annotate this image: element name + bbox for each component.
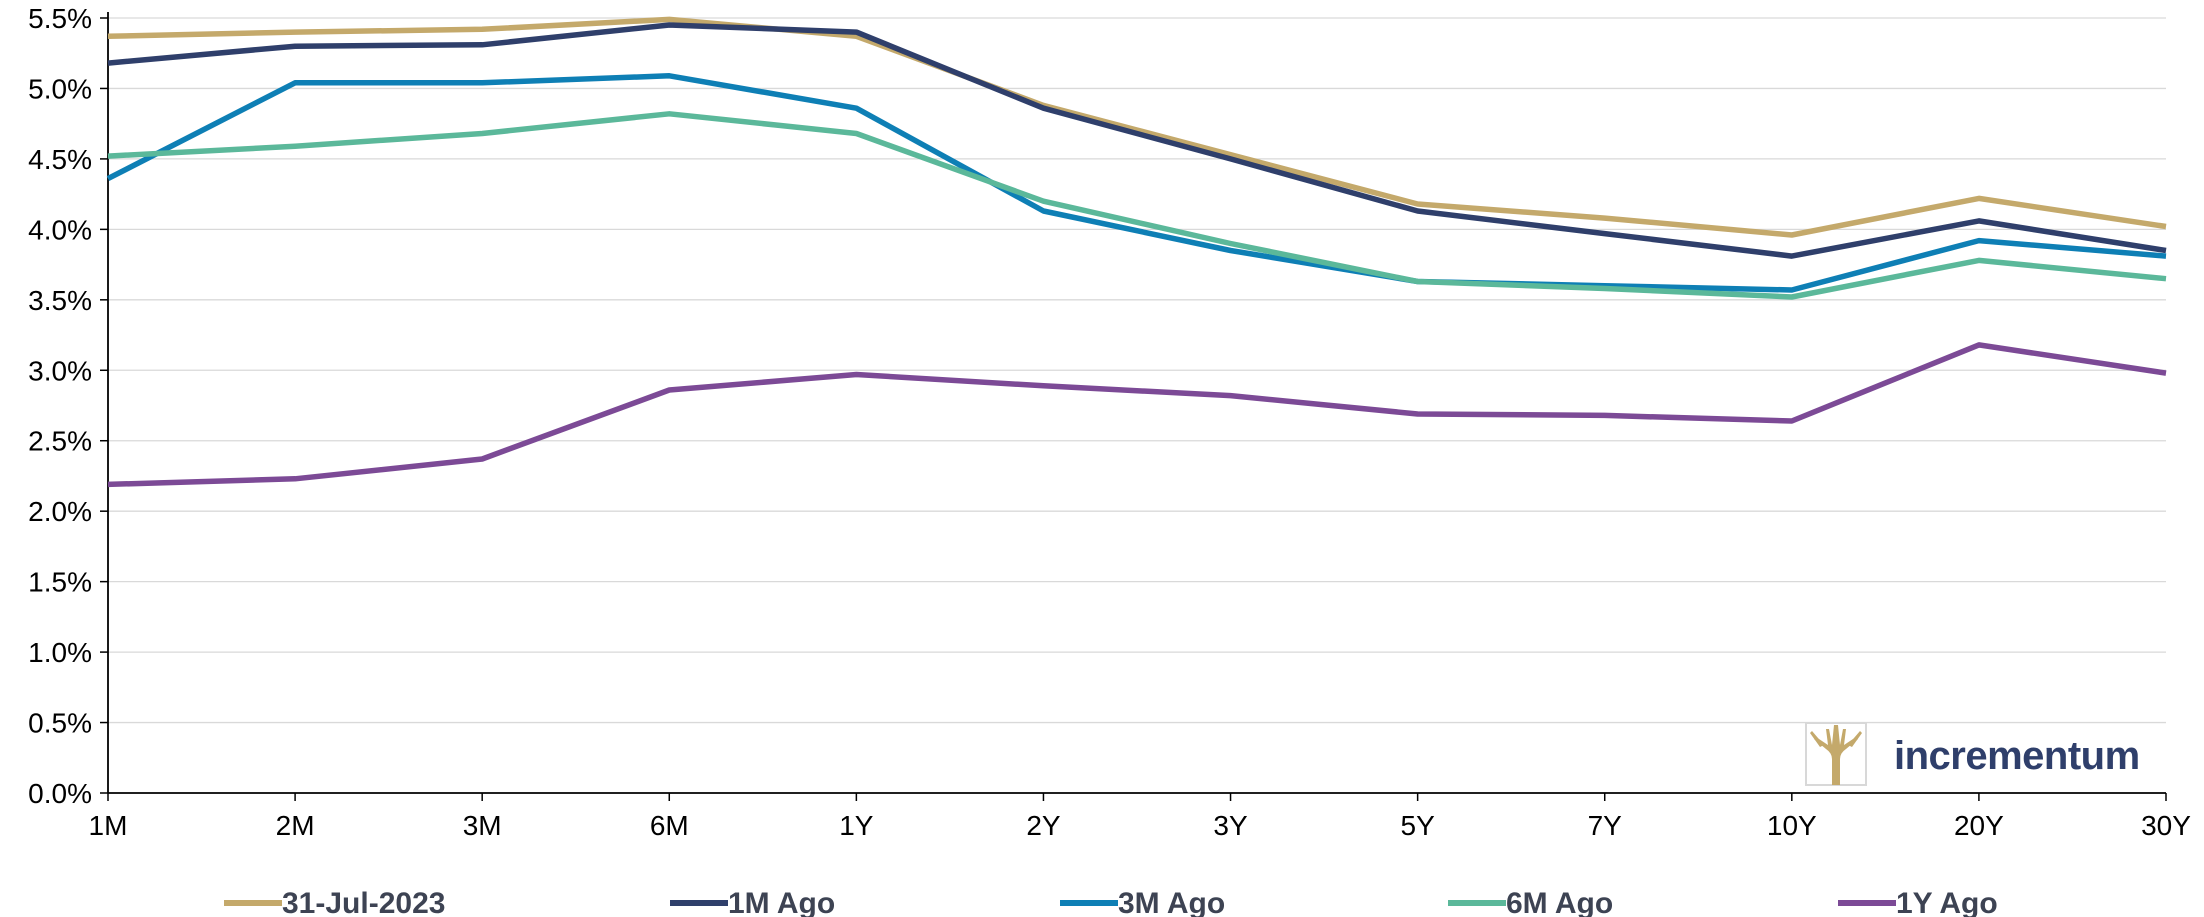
x-tick-label: 5Y [1401,810,1436,841]
axes: 0.0% 0.5% 1.0% 1.5% 2.0% 2.5% 3.0% 3.5% 4.0% 4.5%… [28,3,2191,841]
legend-label: 31-Jul-2023 [282,887,445,917]
y-tick-label: 4.0% [28,214,92,245]
legend-item: 1Y Ago [1838,887,1998,917]
tree-logo-icon [1805,722,1867,786]
y-tick-label: 1.5% [28,567,92,598]
legend-item: 31-Jul-2023 [224,887,445,917]
series-line-6m-ago [107,111,2167,300]
y-tick-label: 3.0% [28,355,92,386]
y-tick-label: 4.5% [28,144,92,175]
y-tick-label: 5.5% [28,3,92,34]
legend-item: 6M Ago [1448,887,1613,917]
legend-label: 1Y Ago [1896,887,1998,917]
x-tick-label: 3Y [1213,810,1248,841]
incrementum-logo: incrementum [1805,722,2140,786]
legend-label: 6M Ago [1506,887,1613,917]
y-tick-label: 3.5% [28,285,92,316]
y-tick-label: 2.0% [28,496,92,527]
x-tick-label: 30Y [2141,810,2191,841]
x-tick-label: 3M [463,810,502,841]
x-tick-label: 20Y [1954,810,2004,841]
x-tick-label: 2Y [1026,810,1061,841]
x-tick-label: 7Y [1588,810,1623,841]
legend-label: 1M Ago [728,887,835,917]
series-line-1y-ago [107,342,2167,488]
x-tick-label: 6M [650,810,689,841]
legend-item: 1M Ago [670,887,835,917]
series-line-31-jul-2023 [107,16,2167,238]
logo-text: incrementum [1894,734,2140,778]
x-tick-label: 1Y [839,810,874,841]
legend-item: 3M Ago [1060,887,1225,917]
x-tick-label: 1M [89,810,128,841]
series-line-3m-ago [106,73,2167,293]
y-tick-label: 5.0% [28,73,92,104]
y-tick-label: 0.0% [28,778,92,809]
y-tick-label: 2.5% [28,426,92,457]
series-lines [106,16,2167,488]
y-tick-label: 1.0% [28,637,92,668]
legend: 31-Jul-2023 1M Ago 3M Ago 6M Ago 1Y Ago [224,887,1998,917]
series-line-1m-ago [107,22,2167,259]
y-tick-label: 0.5% [28,708,92,739]
gridlines [108,17,2166,724]
x-tick-label: 2M [276,810,315,841]
legend-label: 3M Ago [1118,887,1225,917]
x-tick-label: 10Y [1767,810,1817,841]
